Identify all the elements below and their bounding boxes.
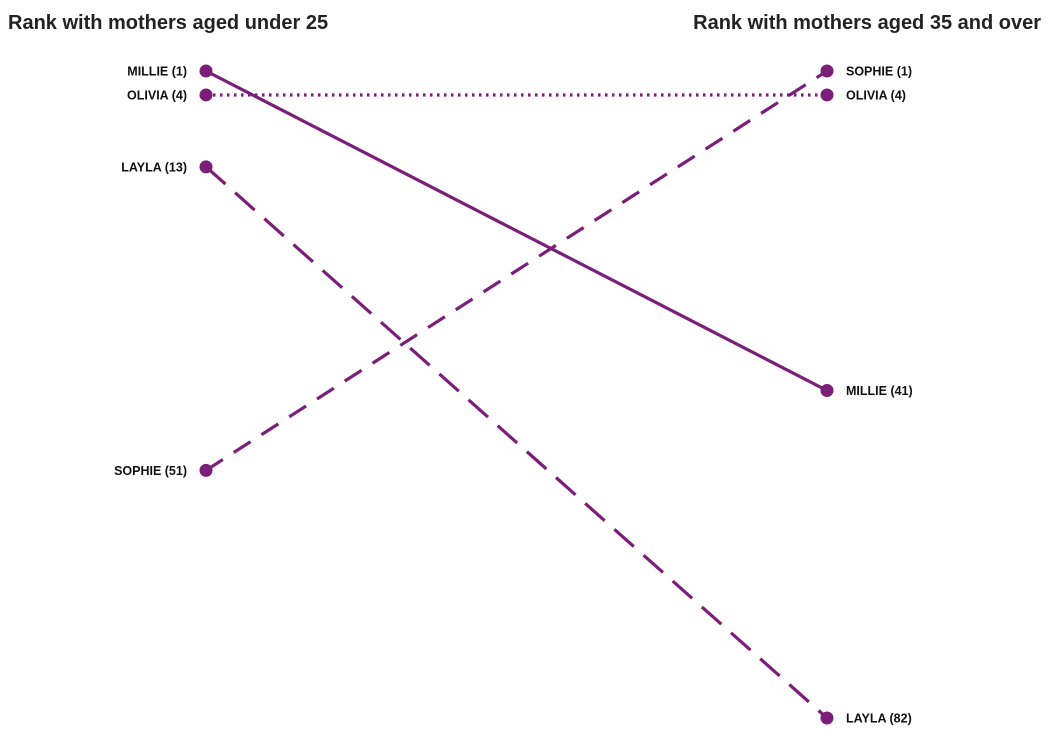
right-point-layla <box>820 711 834 725</box>
left-column-title: Rank with mothers aged under 25 <box>8 12 328 34</box>
rank-points <box>199 64 834 725</box>
right-label-layla: LAYLA (82) <box>846 712 912 726</box>
left-label-millie: MILLIE (1) <box>127 65 187 79</box>
left-label-layla: LAYLA (13) <box>121 160 187 174</box>
right-label-sophie: SOPHIE (1) <box>846 65 912 79</box>
slope-line-millie <box>205 69 828 392</box>
left-label-olivia: OLIVIA (4) <box>127 88 187 102</box>
right-column-title: Rank with mothers aged 35 and over <box>693 12 1041 34</box>
right-label-olivia: OLIVIA (4) <box>846 88 906 102</box>
right-point-olivia <box>820 88 834 102</box>
right-point-millie <box>820 384 834 398</box>
left-point-sophie <box>199 463 213 477</box>
slope-lines <box>204 69 829 720</box>
slope-line-layla <box>204 165 829 720</box>
left-label-sophie: SOPHIE (51) <box>114 464 187 478</box>
right-label-millie: MILLIE (41) <box>846 384 913 398</box>
left-point-millie <box>199 64 213 78</box>
rank-labels: MILLIE (1) MILLIE (41) OLIVIA (4) OLIVIA (4… <box>114 65 913 726</box>
left-point-layla <box>199 160 213 174</box>
left-point-olivia <box>199 88 213 102</box>
right-point-sophie <box>820 64 834 78</box>
slope-line-sophie <box>205 69 828 472</box>
